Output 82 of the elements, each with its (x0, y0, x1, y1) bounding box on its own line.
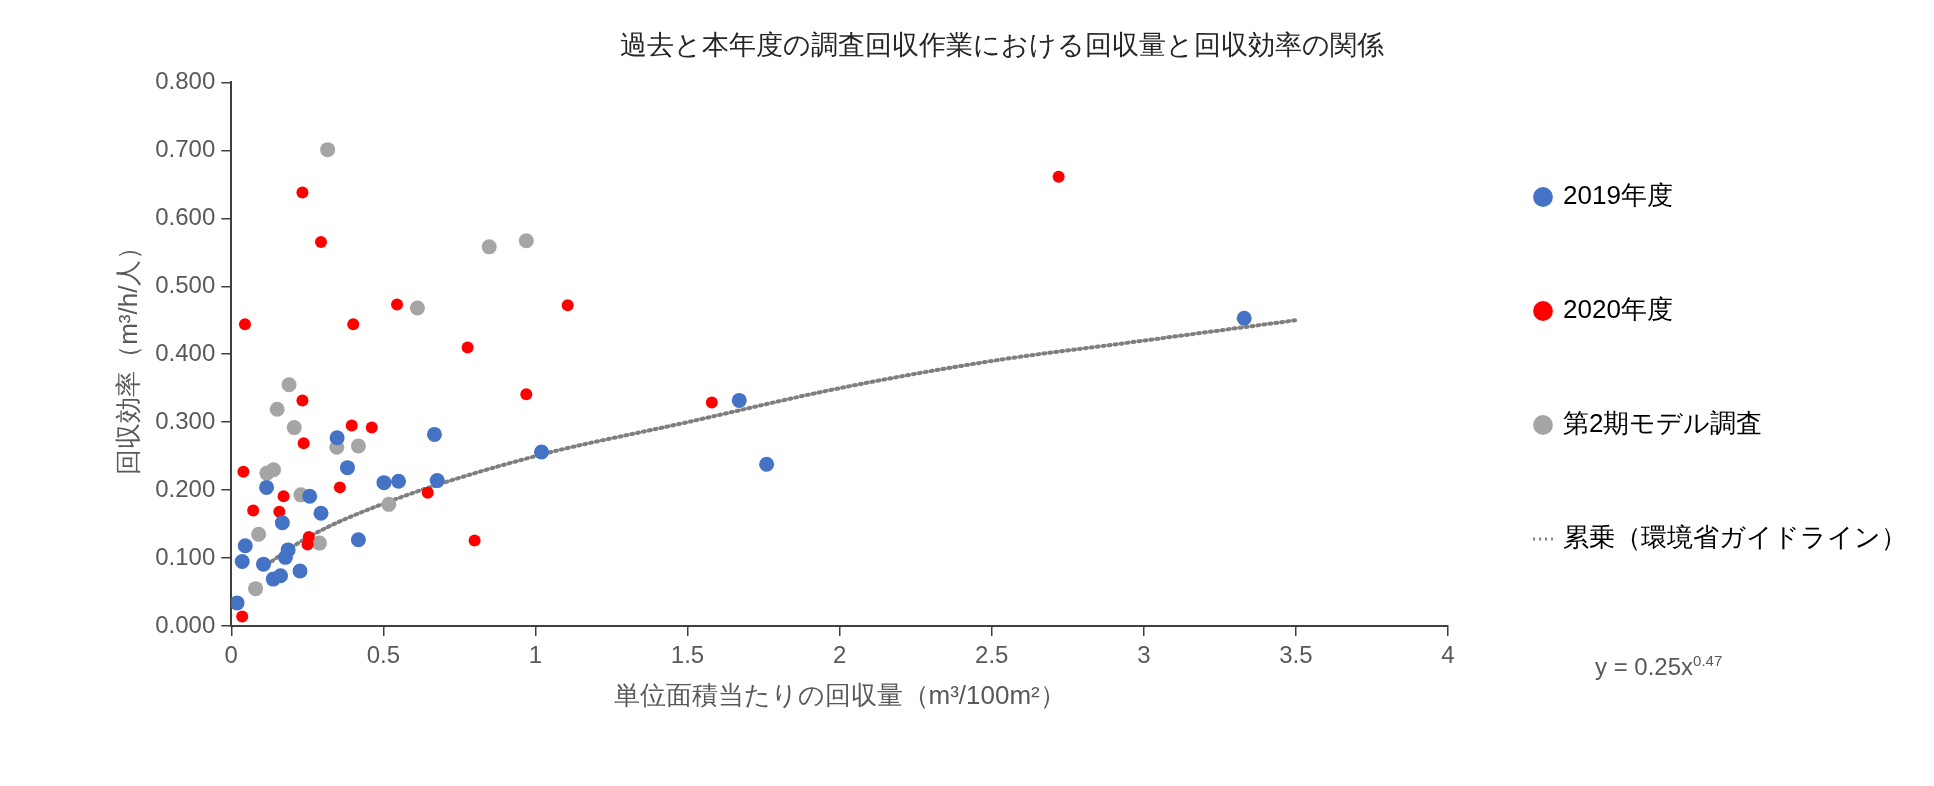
x-tick-label: 4 (1441, 641, 1455, 669)
point (277, 490, 290, 503)
y-axis-title: 回収効率（m³/h/人） (112, 233, 143, 475)
point (259, 479, 275, 495)
point (313, 505, 329, 521)
point (381, 496, 397, 512)
point (234, 553, 250, 569)
point (421, 486, 434, 499)
point (274, 515, 290, 531)
point (759, 456, 775, 472)
point (237, 538, 253, 554)
point (561, 299, 574, 312)
point (468, 534, 481, 547)
point (329, 430, 345, 446)
x-tick-label: 2 (832, 641, 847, 669)
point (247, 504, 260, 517)
x-tick-label: 2.5 (975, 641, 1009, 669)
point (296, 394, 309, 407)
point (705, 396, 718, 409)
point (237, 465, 250, 478)
x-tick-label: 3 (1137, 641, 1151, 669)
point (339, 460, 355, 476)
point (391, 298, 404, 311)
point (365, 421, 378, 434)
point (391, 473, 407, 489)
point (286, 420, 302, 436)
x-tick-label: 0.5 (366, 641, 401, 669)
point (426, 426, 442, 442)
point (248, 581, 264, 597)
point (311, 535, 327, 551)
legend-label: 第2期モデル調査 (1563, 408, 1763, 439)
point (266, 462, 282, 478)
point (296, 186, 309, 199)
point (297, 437, 310, 450)
point (236, 610, 249, 623)
point (314, 236, 327, 249)
y-tick-label: 0.800 (155, 67, 216, 95)
point (231, 595, 245, 611)
point (273, 568, 289, 584)
point (409, 300, 425, 316)
point (518, 233, 534, 249)
point (1052, 170, 1065, 183)
point (461, 341, 474, 354)
point (534, 444, 550, 460)
point (333, 481, 346, 494)
point (347, 318, 360, 331)
point (269, 401, 285, 417)
x-tick-label: 1 (528, 641, 543, 669)
point (292, 563, 308, 579)
legend-label: 累乗（環境省ガイドライン） (1563, 522, 1907, 553)
point (256, 556, 271, 572)
point (481, 239, 497, 255)
point (1236, 310, 1252, 326)
x-axis-title: 単位面積当たりの回収量（m³/100m²） (613, 679, 1066, 710)
point (280, 542, 296, 558)
point (251, 526, 267, 542)
point (376, 475, 392, 491)
y-tick-label: 0.300 (155, 406, 216, 434)
point (350, 438, 366, 454)
point (345, 419, 358, 432)
point (238, 318, 251, 331)
x-tick-label: 0 (224, 641, 238, 669)
y-tick-label: 0.000 (155, 610, 216, 638)
y-tick-label: 0.700 (155, 134, 216, 162)
text: y = 0.25x$^{0.47}$ (1595, 652, 1723, 681)
point (731, 392, 747, 408)
y-tick-label: 0.200 (155, 474, 216, 502)
y-tick-label: 0.400 (155, 338, 216, 366)
y-tick-label: 0.100 (155, 542, 216, 570)
y-tick-label: 0.600 (155, 202, 216, 230)
point (302, 488, 318, 504)
legend-label: 2020年度 (1563, 294, 1673, 325)
x-tick-label: 3.5 (1279, 641, 1313, 669)
point (281, 377, 297, 393)
point (429, 473, 445, 489)
x-tick-label: 1.5 (670, 641, 705, 669)
point (350, 532, 366, 548)
point (520, 388, 533, 401)
point (320, 142, 336, 158)
y-tick-label: 0.500 (155, 270, 216, 298)
legend-label: 2019年度 (1563, 180, 1673, 211)
chart-title: 過去と本年度の調査回収作業における回収量と回収効率の関係 (620, 29, 1384, 60)
